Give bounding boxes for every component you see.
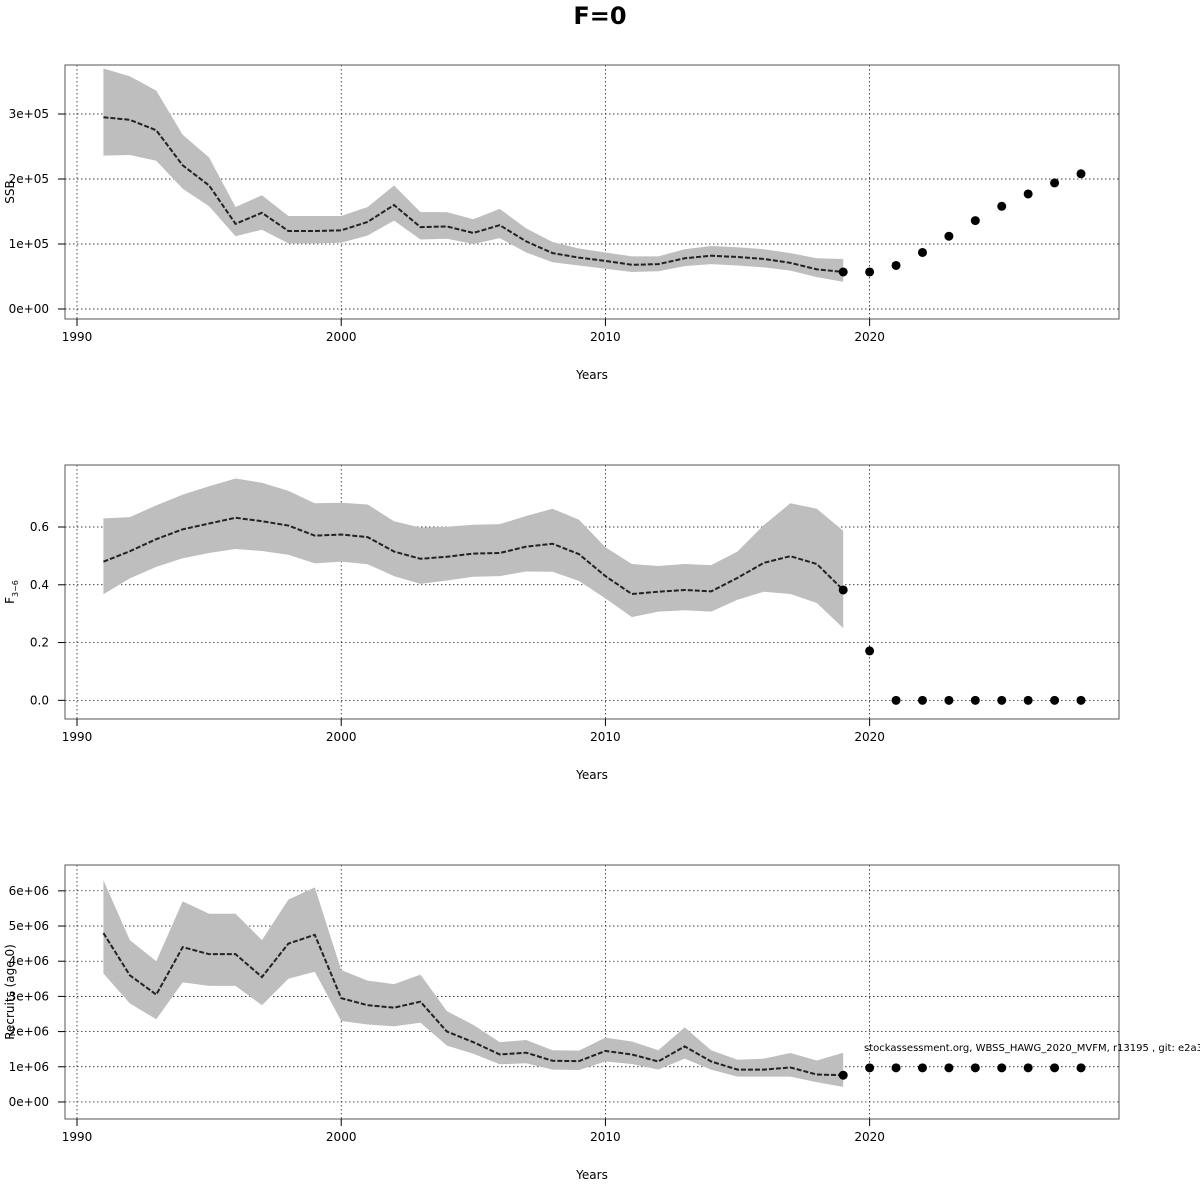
ssb-forecast-point-2022 bbox=[917, 247, 927, 257]
f-forecast-point-2022 bbox=[917, 695, 927, 705]
ssb-ytick-label-3: 3e+05 bbox=[9, 107, 49, 121]
ssb-xtick-label-0: 1990 bbox=[62, 330, 93, 344]
recruits-estimate-line bbox=[102, 932, 844, 1077]
ssb-forecast-point-2020 bbox=[865, 267, 875, 277]
ssb-estimate-line bbox=[103, 116, 844, 273]
recruits-forecast-point-2022 bbox=[917, 1063, 927, 1073]
ssb-plot-frame bbox=[64, 64, 1120, 320]
ssb-forecast-point-2025 bbox=[997, 201, 1007, 211]
f-forecast-point-2024 bbox=[970, 695, 980, 705]
recruits-ci-band bbox=[103, 880, 844, 1087]
ssb-ytick-label-0: 0e+00 bbox=[9, 302, 49, 316]
ssb-ci-band bbox=[103, 68, 844, 282]
f-yaxis-label-text: F bbox=[3, 597, 17, 604]
f-ytick-label-0: 0.0 bbox=[30, 693, 49, 707]
recruits-panel: 1990 2000 2010 2020 0e+00 1e+06 2e+06 3e+06 4e+0… bbox=[3, 864, 1120, 1182]
recruits-forecast-point-2024 bbox=[970, 1063, 980, 1073]
ssb-forecast-point-2028 bbox=[1076, 169, 1086, 179]
f-yaxis-label: F3−6 bbox=[3, 580, 20, 604]
recruits-forecast-point-2021 bbox=[891, 1063, 901, 1073]
recruits-ytick-label-2: 2e+06 bbox=[9, 1025, 49, 1039]
f-xtick-label-2: 2010 bbox=[590, 730, 621, 744]
ssb-xtick-label-2: 2010 bbox=[590, 330, 621, 344]
ssb-xaxis-label: Years bbox=[575, 368, 608, 382]
recruits-yaxis-label-text: Recruits (age 0) bbox=[3, 944, 17, 1040]
ssb-ytick-label-1: 1e+05 bbox=[9, 237, 49, 251]
ssb-ytick-label-2: 2e+05 bbox=[9, 172, 49, 186]
recruits-forecast-point-2025 bbox=[997, 1063, 1007, 1073]
f-forecast-point-2020 bbox=[865, 646, 875, 656]
ssb-yaxis-label-text: SSB bbox=[3, 180, 17, 203]
f-forecast-point-2021 bbox=[891, 695, 901, 705]
recruits-ytick-label-6: 6e+06 bbox=[9, 884, 49, 898]
ssb-forecast-point-2024 bbox=[970, 216, 980, 226]
ssb-yaxis-label: SSB bbox=[3, 180, 17, 203]
f-xtick-label-0: 1990 bbox=[62, 730, 93, 744]
f-forecast-point-2027 bbox=[1050, 695, 1060, 705]
ssb-forecast-point-2026 bbox=[1023, 189, 1033, 199]
f-forecast-point-2023 bbox=[944, 695, 954, 705]
f-forecast-point-2026 bbox=[1023, 695, 1033, 705]
f-xtick-label-1: 2000 bbox=[326, 730, 357, 744]
f-ytick-label-3: 0.6 bbox=[30, 520, 49, 534]
fishing-mortality-panel: 1990 2000 2010 2020 0.0 0.2 0.4 0.6 Years F3−6 bbox=[3, 464, 1120, 782]
f-xaxis-label: Years bbox=[575, 768, 608, 782]
ssb-forecast-point-2027 bbox=[1050, 178, 1060, 188]
f-xtick-label-3: 2020 bbox=[854, 730, 885, 744]
recruits-xtick-label-3: 2020 bbox=[854, 1130, 885, 1144]
f-forecast-point-2025 bbox=[997, 695, 1007, 705]
recruits-ytick-label-0: 0e+00 bbox=[9, 1095, 49, 1109]
recruits-ytick-label-5: 5e+06 bbox=[9, 919, 49, 933]
recruits-xtick-label-0: 1990 bbox=[62, 1130, 93, 1144]
recruits-ytick-label-4: 4e+06 bbox=[9, 954, 49, 968]
ssb-panel: 1990 2000 2010 2020 0e+00 1e+05 2e+05 3e+05 Year… bbox=[3, 64, 1120, 382]
ssb-forecast-point-2023 bbox=[944, 231, 954, 241]
recruits-plot-frame bbox=[64, 864, 1120, 1120]
f-forecast-point-2019 bbox=[838, 585, 848, 595]
recruits-forecast-point-2027 bbox=[1050, 1063, 1060, 1073]
recruits-xtick-label-2: 2010 bbox=[590, 1130, 621, 1144]
recruits-yaxis-label: Recruits (age 0) bbox=[3, 944, 17, 1040]
ssb-forecast-point-2021 bbox=[891, 260, 901, 270]
ssb-xtick-label-1: 2000 bbox=[326, 330, 357, 344]
recruits-forecast-point-2026 bbox=[1023, 1063, 1033, 1073]
f-ytick-label-1: 0.2 bbox=[30, 636, 49, 650]
recruits-forecast-point-2020 bbox=[865, 1063, 875, 1073]
credit-text: stockassessment.org, WBSS_HAWG_2020_MVFM… bbox=[864, 1043, 1200, 1054]
recruits-forecast-point-2023 bbox=[944, 1063, 954, 1073]
recruits-forecast-point-2019 bbox=[838, 1070, 848, 1080]
recruits-xtick-label-1: 2000 bbox=[326, 1130, 357, 1144]
f-ytick-label-2: 0.4 bbox=[30, 578, 49, 592]
ssb-xtick-label-3: 2020 bbox=[854, 330, 885, 344]
f-yaxis-label-subscript: 3−6 bbox=[11, 580, 20, 597]
figure-title: F=0 bbox=[573, 2, 626, 30]
recruits-ytick-label-3: 3e+06 bbox=[9, 989, 49, 1003]
ssb-forecast-point-2019 bbox=[838, 267, 848, 277]
f-forecast-point-2028 bbox=[1076, 695, 1086, 705]
f-estimate-line bbox=[103, 516, 844, 596]
f-plot-frame bbox=[64, 464, 1120, 720]
recruits-ytick-label-1: 1e+06 bbox=[9, 1060, 49, 1074]
recruits-xaxis-label: Years bbox=[575, 1168, 608, 1182]
recruits-forecast-point-2028 bbox=[1076, 1063, 1086, 1073]
